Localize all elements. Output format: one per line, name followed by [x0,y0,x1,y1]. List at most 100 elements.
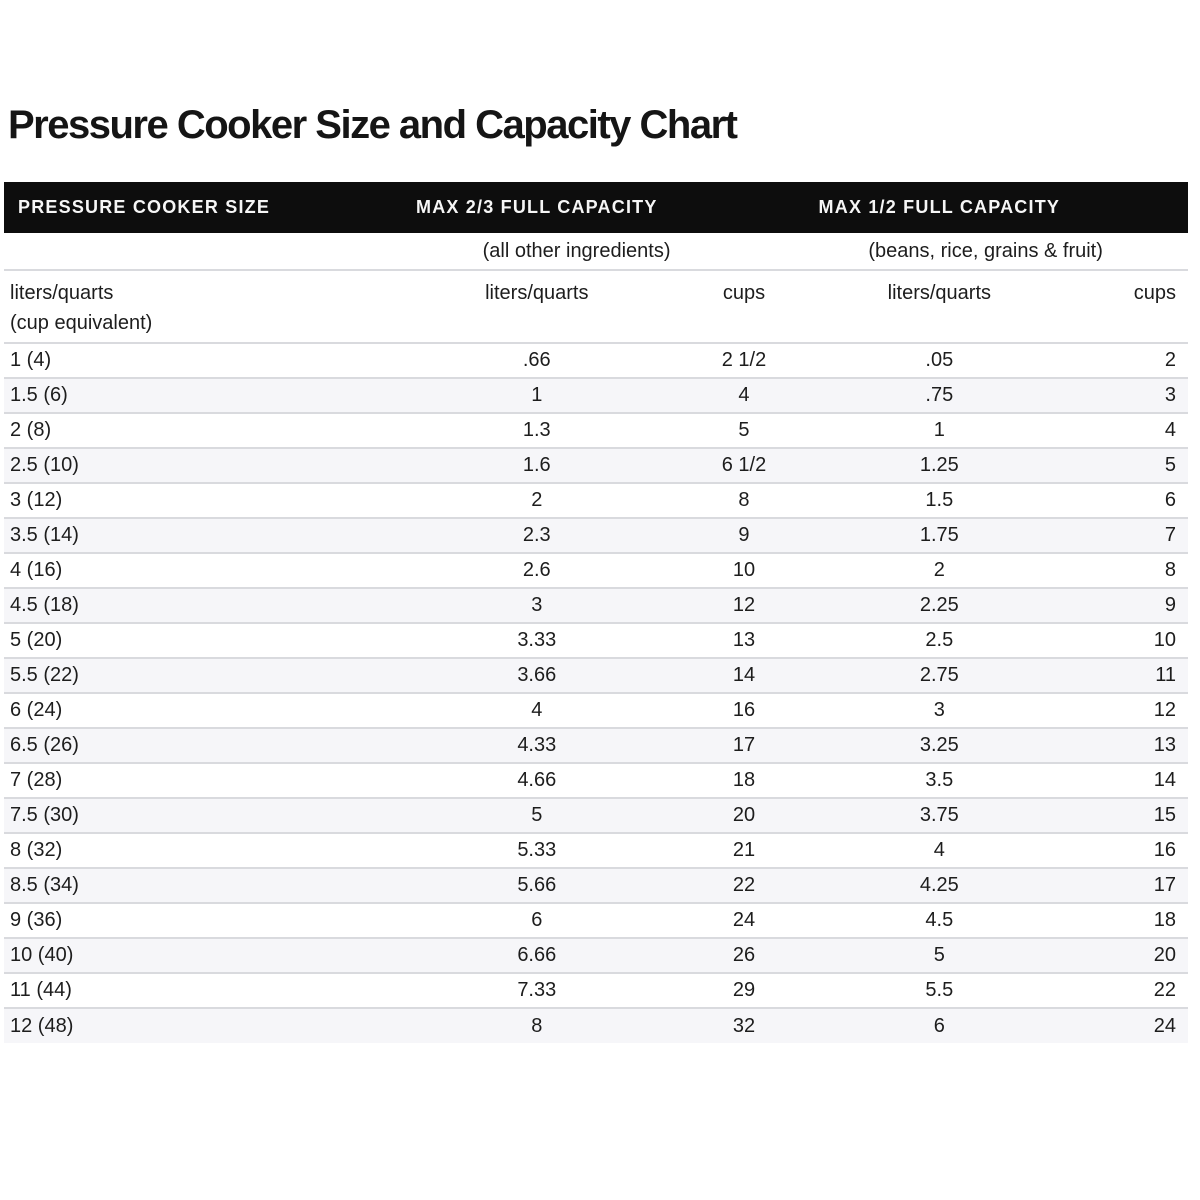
row-max23-liters-cell: 3 [531,594,543,616]
row-max12-liters-cell: .05 [925,349,954,371]
row-max23-liters-cell: 8 [531,1014,543,1037]
row-max12-cups-cell: 20 [1153,944,1176,966]
row-max23-cups-cell: 14 [732,664,756,686]
group-header-size: PRESSURE COOKER SIZE [4,182,383,233]
row-max23-liters-cell: 5.66 [517,874,557,896]
row-size-cell: 4.5 (18) [10,594,79,616]
group-header-spacer [1081,182,1188,233]
table-row: 5.5 (22) 3.66 14 2.75 11 [4,658,1188,693]
row-size-cell: 8.5 (34) [10,874,79,896]
row-max12-cups-cell: 22 [1153,979,1176,1001]
row-size-cell: 2.5 (10) [10,454,79,476]
row-max23-liters-cell: 3.33 [517,629,557,651]
row-size-cell: 3.5 (14) [10,524,79,546]
row-max12-cups-cell: 7 [1164,524,1176,546]
row-max23-cups-cell: 9 [738,524,750,546]
row-max12-liters-cell: 3.75 [919,804,959,826]
table-row: 5 (20) 3.33 13 2.5 10 [4,623,1188,658]
table-row: 7.5 (30) 5 20 3.75 15 [4,798,1188,833]
row-max23-liters-cell: 7.33 [517,979,557,1001]
row-size-cell: 6.5 (26) [10,734,79,756]
row-max23-cups-cell: 18 [732,769,756,791]
row-max23-liters-cell: 4.66 [517,769,557,791]
row-max12-cups-cell: 5 [1164,454,1176,476]
table-row: 10 (40) 6.66 26 5 20 [4,938,1188,973]
row-max12-liters-cell: 1.5 [925,489,954,511]
row-size-cell: 6 (24) [10,699,63,721]
row-max23-cups-cell: 12 [732,594,756,616]
table-row: 11 (44) 7.33 29 5.5 22 [4,973,1188,1008]
row-max23-cups-cell: 24 [732,909,756,931]
table-row: 4.5 (18) 3 12 2.25 9 [4,588,1188,623]
table-row: 8.5 (34) 5.66 22 4.25 17 [4,868,1188,903]
row-size-cell: 9 (36) [10,909,63,931]
row-max12-cups-cell: 4 [1164,419,1176,441]
row-max23-liters-cell: .66 [522,349,551,371]
table-row: 2.5 (10) 1.6 6 1/2 1.25 5 [4,448,1188,483]
table-row: 1.5 (6) 1 4 .75 3 [4,378,1188,413]
table-row: 6 (24) 4 16 3 12 [4,693,1188,728]
row-size-cell: 4 (16) [10,559,63,581]
row-size-cell: 3 (12) [10,489,63,511]
row-max23-liters-cell: 1 [531,384,543,406]
row-max12-liters-cell: 1.25 [919,454,959,476]
row-max12-liters-cell: 4 [933,839,945,861]
row-max23-liters-cell: 2 [531,489,543,511]
row-max12-cups-cell: 11 [1155,664,1176,686]
row-max23-liters-cell: 1.3 [522,419,551,441]
table-row: 2 (8) 1.3 5 1 4 [4,413,1188,448]
column-header-max23-liters: liters/quarts [382,270,691,344]
row-max23-liters-cell: 4.33 [517,734,557,756]
row-max23-liters-cell: 3.66 [517,664,557,686]
table-row: 6.5 (26) 4.33 17 3.25 13 [4,728,1188,763]
row-size-cell: 11 (44) [10,979,72,1001]
group-header-row: PRESSURE COOKER SIZE MAX 2/3 FULL CAPACI… [4,182,1188,233]
row-max12-cups-cell: 16 [1153,839,1176,861]
column-header-max12-cups: cups [1081,270,1188,344]
row-max12-liters-cell: 5.5 [925,979,954,1001]
group-header-max-half: MAX 1/2 FULL CAPACITY [797,182,1082,233]
table-row: 12 (48) 8 32 6 24 [4,1008,1188,1043]
row-max12-liters-cell: 2 [933,559,945,581]
sub-header-max-half: (beans, rice, grains & fruit) [797,233,1188,271]
row-max12-cups-cell: 14 [1153,769,1176,791]
row-max23-liters-cell: 5.33 [517,839,557,861]
row-max12-liters-cell: 1.75 [919,524,959,546]
group-header-max-two-thirds: MAX 2/3 FULL CAPACITY [382,182,691,233]
table-row: 7 (28) 4.66 18 3.5 14 [4,763,1188,798]
row-size-cell: 12 (48) [10,1014,74,1037]
row-max23-liters-cell: 5 [531,804,543,826]
row-max23-cups-cell: 17 [732,734,756,756]
capacity-table-body: 1 (4) .66 2 1/2.05 2 1.5 (6) 1 4.75 3 2 (8) 1.3 5 1… [4,343,1188,1043]
column-header-size-line2: (cup equivalent) [10,312,153,334]
sub-header-row: (all other ingredients) (beans, rice, gr… [4,233,1188,271]
column-header-size-line1: liters/quarts [10,282,114,304]
page-title: Pressure Cooker Size and Capacity Chart [8,103,738,147]
row-max23-cups-cell: 16 [732,699,756,721]
row-max23-cups-cell: 21 [732,839,756,861]
row-size-cell: 1.5 (6) [10,384,68,406]
row-max12-liters-cell: .75 [925,384,954,406]
row-max23-cups-cell: 26 [732,944,756,966]
table-row: 4 (16) 2.6 10 2 8 [4,553,1188,588]
row-max12-liters-cell: 2.75 [919,664,959,686]
row-max12-liters-cell: 5 [933,944,945,966]
row-size-cell: 10 (40) [10,944,74,966]
row-max12-liters-cell: 1 [933,419,945,441]
sub-header-max-two-thirds: (all other ingredients) [382,233,798,271]
table-row: 3 (12) 2 8 1.5 6 [4,483,1188,518]
row-max23-cups-cell: 29 [732,979,756,1001]
column-header-size: liters/quarts (cup equivalent) [4,270,383,344]
row-size-cell: 1 (4) [10,349,52,371]
row-size-cell: 2 (8) [10,419,52,441]
row-max23-liters-cell: 2.3 [522,524,551,546]
row-max23-cups-cell: 8 [738,489,750,511]
row-size-cell: 7.5 (30) [10,804,79,826]
row-max12-cups-cell: 13 [1153,734,1176,756]
row-max12-cups-cell: 2 [1164,349,1176,371]
row-max12-liters-cell: 3 [933,699,945,721]
row-max12-cups-cell: 10 [1153,629,1176,651]
sub-header-spacer [4,233,383,271]
column-header-max23-cups: cups [690,270,798,344]
row-max12-liters-cell: 3.5 [925,769,954,791]
